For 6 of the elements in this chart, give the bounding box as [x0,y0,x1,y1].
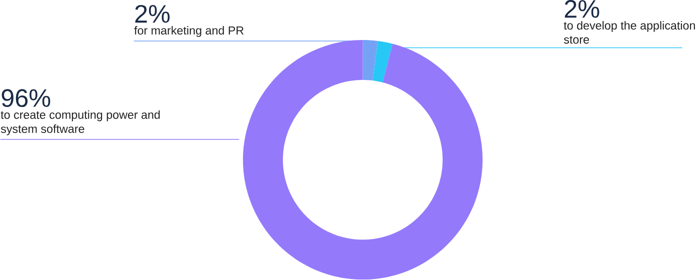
data-label: 2% [135,5,170,23]
slice-label: for marketing and PR [134,26,244,38]
slice-label: to create computing power and system software [0,110,160,136]
slice-label: to develop the application store [564,21,695,44]
data-label: 96% [2,89,50,108]
data-label: 2% [564,0,600,18]
